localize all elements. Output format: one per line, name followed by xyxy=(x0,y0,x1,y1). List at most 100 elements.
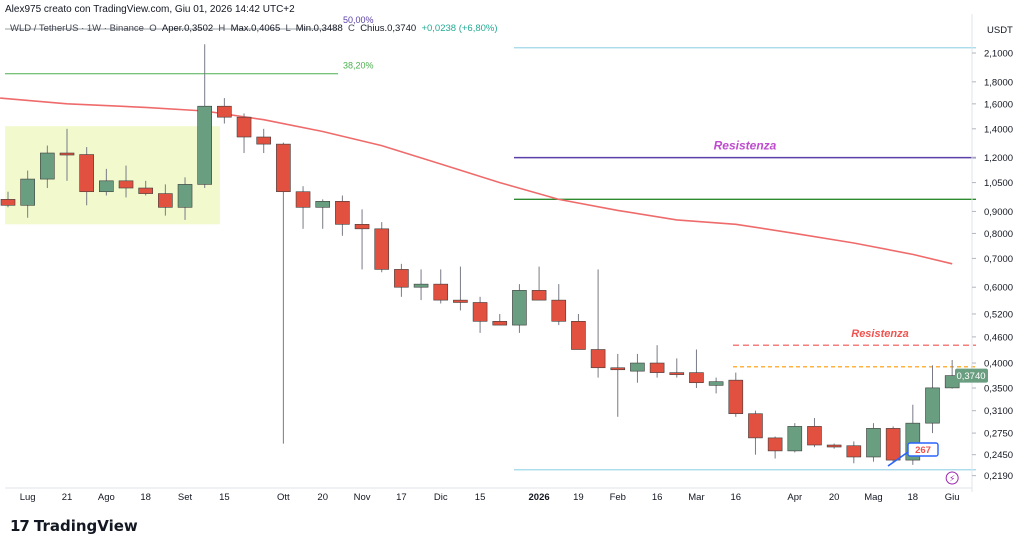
current-price-text: 0,3740 xyxy=(956,371,985,382)
price-tick-label: 1,4000 xyxy=(984,124,1013,135)
candle-26 xyxy=(512,284,527,333)
candle-body xyxy=(472,302,488,322)
high-label: H xyxy=(218,23,226,34)
candle-body xyxy=(256,136,272,145)
time-label: Ott xyxy=(277,492,290,503)
candle-22 xyxy=(433,269,449,304)
candle-body xyxy=(767,437,783,452)
candle-12 xyxy=(236,113,252,154)
candle-32 xyxy=(630,353,645,383)
fib-50-label: 50,00% xyxy=(343,15,374,25)
candle-30 xyxy=(590,269,606,378)
candle-2 xyxy=(40,145,55,189)
candle-body xyxy=(177,184,193,208)
lightning-glyph: ⚡ xyxy=(949,475,955,485)
candle-body xyxy=(748,413,763,439)
time-label: Nov xyxy=(354,492,371,503)
drawn-arrow xyxy=(887,451,909,467)
candle-body xyxy=(295,191,311,208)
candle-body xyxy=(217,105,232,118)
candle-34 xyxy=(669,358,685,378)
candle-24 xyxy=(472,296,488,333)
time-label: Mag xyxy=(864,492,882,503)
time-label: Dic xyxy=(434,492,448,503)
drawn-box-text: 267 xyxy=(915,445,931,456)
price-tick-label: 1,0500 xyxy=(984,178,1013,189)
candle-body xyxy=(79,154,94,193)
candle-body xyxy=(374,228,390,270)
price-tick-label: 0,2190 xyxy=(984,471,1013,482)
price-tick-label: 0,3100 xyxy=(984,406,1013,417)
candle-7 xyxy=(138,180,153,196)
candle-36 xyxy=(708,377,724,394)
close-label: C xyxy=(348,23,355,34)
time-label: Mar xyxy=(688,492,704,503)
price-tick-label: 0,7000 xyxy=(984,254,1013,265)
price-tick-label: 0,6000 xyxy=(984,283,1013,294)
candle-body xyxy=(669,372,685,375)
time-label: 16 xyxy=(731,492,742,503)
candle-body xyxy=(118,180,134,189)
fib-382-label: 38,20% xyxy=(343,61,374,71)
lightning-icon xyxy=(945,471,959,485)
candle-6 xyxy=(118,165,134,198)
candle-body xyxy=(99,180,114,193)
candle-47 xyxy=(925,365,940,434)
time-label: Giu xyxy=(945,492,960,503)
candle-body xyxy=(453,299,468,303)
candle-42 xyxy=(826,443,842,449)
current-price-badge xyxy=(955,368,988,383)
candle-body xyxy=(394,269,409,288)
candle-13 xyxy=(256,128,272,154)
candle-body xyxy=(826,444,842,448)
price-tick-label: 0,9000 xyxy=(984,207,1013,218)
candle-10 xyxy=(197,44,212,189)
time-label: 15 xyxy=(219,492,230,503)
price-tick-label: 2,1000 xyxy=(984,49,1013,60)
candle-44 xyxy=(866,423,881,462)
currency-label: USDT xyxy=(987,25,1013,36)
open-label: O xyxy=(149,23,157,34)
candle-25 xyxy=(492,313,508,326)
price-tick-label: 0,2450 xyxy=(984,450,1013,461)
price-tick-label: 0,3500 xyxy=(984,383,1013,394)
candle-body xyxy=(0,199,16,206)
axes-layer: USDT 2,1000 1,8000 1,6000 1,4000 1,2000 1,0500… xyxy=(5,14,1013,503)
candle-4 xyxy=(79,147,94,206)
symbol-label[interactable]: WLD / TetherUS · 1W · Binance xyxy=(10,23,144,34)
tradingview-logo-icon: 17 xyxy=(10,517,30,535)
candle-0 xyxy=(0,191,16,208)
candle-body xyxy=(630,362,645,372)
high-value: Max.0,4065 xyxy=(230,23,281,34)
candle-body xyxy=(649,362,665,373)
candle-3 xyxy=(59,128,75,181)
candle-16 xyxy=(315,199,331,229)
open-value: Aper.0,3502 xyxy=(161,23,214,34)
candle-body xyxy=(708,381,724,386)
candle-body xyxy=(413,283,429,288)
annotations-layer: Resistenza Resistenza 0,3740 267 ⚡ xyxy=(714,139,988,485)
candle-body xyxy=(531,290,547,301)
time-label: Ago xyxy=(98,492,115,503)
candle-23 xyxy=(453,266,468,311)
candle-body xyxy=(551,299,567,322)
candle-17 xyxy=(335,195,350,236)
candle-body xyxy=(59,152,75,156)
candle-15 xyxy=(295,186,311,229)
price-tick-label: 1,8000 xyxy=(984,77,1013,88)
candle-body xyxy=(276,143,291,193)
close-value: Chius.0,3740 xyxy=(360,23,417,34)
candle-body xyxy=(610,367,626,371)
low-value: Min.0,3488 xyxy=(295,23,343,34)
time-label: Lug xyxy=(20,492,36,503)
time-label: 20 xyxy=(317,492,328,503)
candle-45 xyxy=(885,426,901,463)
time-label: 2026 xyxy=(529,492,550,503)
low-label: L xyxy=(285,23,291,34)
candle-14 xyxy=(276,142,291,444)
candle-body xyxy=(571,321,586,350)
candle-body xyxy=(885,428,901,461)
candle-33 xyxy=(649,345,665,378)
price-tick-label: 0,4600 xyxy=(984,332,1013,343)
